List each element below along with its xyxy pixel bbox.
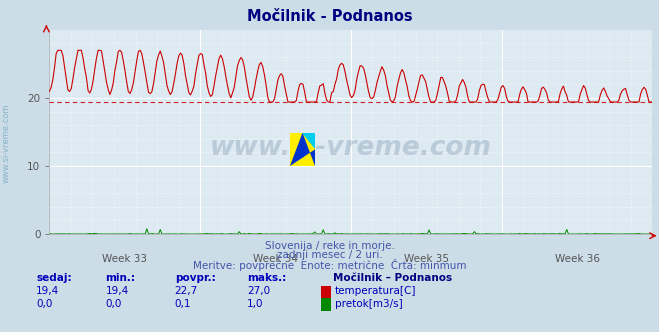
Text: Močilnik – Podnanos: Močilnik – Podnanos <box>333 273 452 283</box>
Text: 1,0: 1,0 <box>247 299 264 309</box>
Text: min.:: min.: <box>105 273 136 283</box>
Polygon shape <box>290 133 315 166</box>
Text: Meritve: povprečne  Enote: metrične  Črta: minmum: Meritve: povprečne Enote: metrične Črta:… <box>192 259 467 271</box>
Text: povpr.:: povpr.: <box>175 273 215 283</box>
Text: Slovenija / reke in morje.: Slovenija / reke in morje. <box>264 241 395 251</box>
Text: temperatura[C]: temperatura[C] <box>335 286 416 296</box>
Text: Week 34: Week 34 <box>253 254 298 265</box>
Text: Week 36: Week 36 <box>554 254 600 265</box>
Text: Močilnik - Podnanos: Močilnik - Podnanos <box>246 9 413 24</box>
Text: maks.:: maks.: <box>247 273 287 283</box>
Text: 22,7: 22,7 <box>175 286 198 296</box>
Polygon shape <box>290 133 315 166</box>
Text: www.si-vreme.com: www.si-vreme.com <box>2 103 11 183</box>
Text: 0,1: 0,1 <box>175 299 191 309</box>
Polygon shape <box>302 133 315 149</box>
Text: www.si-vreme.com: www.si-vreme.com <box>210 135 492 161</box>
Text: pretok[m3/s]: pretok[m3/s] <box>335 299 403 309</box>
Text: 27,0: 27,0 <box>247 286 270 296</box>
Text: 19,4: 19,4 <box>36 286 59 296</box>
Text: 0,0: 0,0 <box>36 299 53 309</box>
Text: 0,0: 0,0 <box>105 299 122 309</box>
Text: 19,4: 19,4 <box>105 286 129 296</box>
Text: Week 35: Week 35 <box>404 254 449 265</box>
Text: Week 33: Week 33 <box>102 254 148 265</box>
Text: zadnji mesec / 2 uri.: zadnji mesec / 2 uri. <box>277 250 382 260</box>
Text: sedaj:: sedaj: <box>36 273 72 283</box>
